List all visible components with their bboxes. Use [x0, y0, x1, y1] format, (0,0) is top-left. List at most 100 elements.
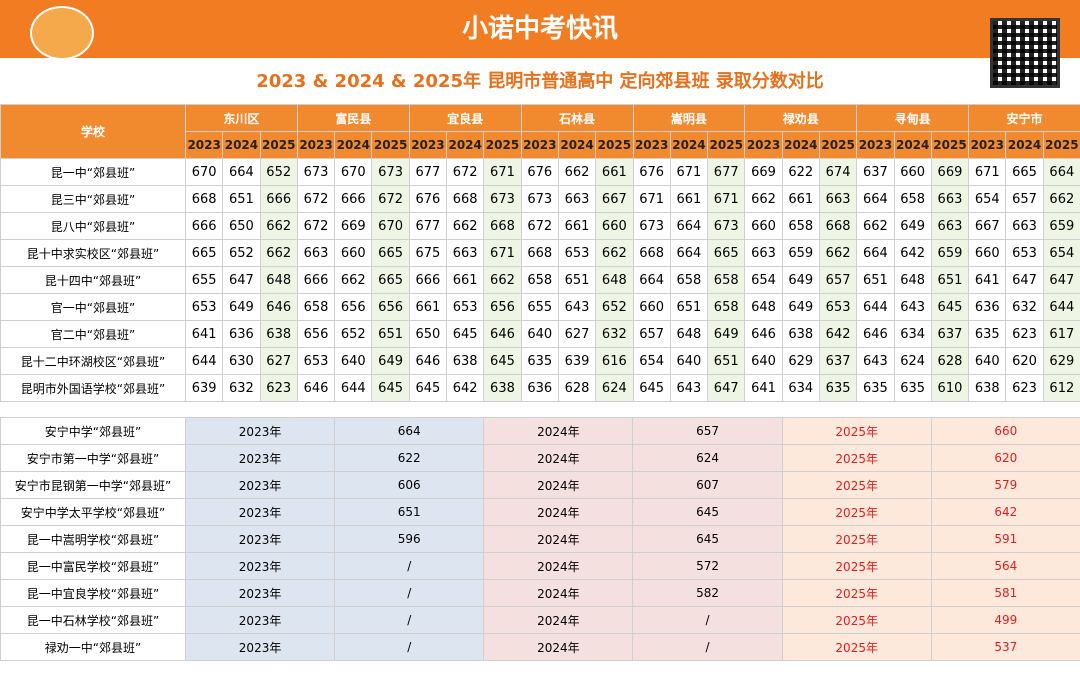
score-cell: 674: [818, 158, 858, 186]
score-cell: 591: [930, 525, 1080, 553]
school-name: 昆三中“郊县班”: [0, 185, 186, 213]
score-cell: 648: [669, 320, 709, 348]
score-cell: 640: [968, 347, 1007, 375]
year-header: 2024: [893, 131, 932, 159]
score-cell: 629: [781, 347, 820, 375]
score-cell: 650: [222, 212, 261, 240]
score-cell: 668: [632, 239, 671, 267]
score-cell: 672: [520, 212, 559, 240]
score-cell: 640: [334, 347, 373, 375]
score-cell: 666: [408, 266, 448, 294]
data-row: 官二中“郊县班” 641 636 638 656 652 651 650 645 646 640 62…: [0, 320, 1080, 348]
score-cell: 665: [371, 266, 410, 294]
score-cell: 620: [1005, 347, 1044, 375]
year-label: 2025年: [781, 417, 932, 445]
data-row: 昆十中求实校区“郊县班” 665 652 662 663 660 665 675 663 671 6…: [0, 239, 1080, 267]
score-cell: 653: [296, 347, 336, 375]
score-cell: 652: [334, 320, 373, 348]
score-cell: 638: [259, 320, 298, 348]
score-cell: 648: [259, 266, 298, 294]
score-cell: 662: [446, 212, 485, 240]
score-cell: 612: [1042, 374, 1080, 402]
score-cell: 662: [259, 239, 298, 267]
year-label: 2024年: [483, 444, 634, 472]
score-cell: 658: [781, 212, 820, 240]
school-name: 昆明市外国语学校“郊县班”: [0, 374, 186, 402]
year-header: 2025: [707, 131, 746, 159]
score-cell: 653: [446, 293, 485, 321]
year-header: 2023: [184, 131, 224, 159]
school-name: 昆一中石林学校“郊县班”: [0, 606, 186, 634]
score-cell: 671: [483, 239, 522, 267]
score-cell: 660: [968, 239, 1007, 267]
score-cell: 649: [781, 266, 820, 294]
score-cell: 673: [632, 212, 671, 240]
score-cell: 657: [818, 266, 858, 294]
year-label: 2025年: [781, 525, 932, 553]
year-header: 2025: [259, 131, 298, 159]
score-cell: 638: [968, 374, 1007, 402]
year-label: 2025年: [781, 633, 932, 661]
score-cell: 642: [446, 374, 485, 402]
score-cell: 658: [296, 293, 336, 321]
score-cell: 668: [520, 239, 559, 267]
score-cell: 638: [446, 347, 485, 375]
score-cell: 665: [184, 239, 224, 267]
district-header: 嵩明县: [632, 104, 746, 132]
data-row: 禄劝一中“郊县班” 2023年/2024年/2025年 537: [0, 633, 1080, 661]
score-cell: 660: [632, 293, 671, 321]
year-header: 2025: [595, 131, 634, 159]
score-cell: 647: [707, 374, 746, 402]
score-cell: 666: [184, 212, 224, 240]
score-cell: 651: [334, 498, 485, 526]
score-cell: 648: [893, 266, 932, 294]
score-cell: /: [632, 606, 783, 634]
score-cell: 671: [483, 158, 522, 186]
year-header: 2024: [557, 131, 597, 159]
district-header: 东川区: [185, 104, 298, 132]
score-cell: 673: [707, 212, 746, 240]
score-cell: 647: [1005, 266, 1044, 294]
score-cell: 637: [818, 347, 858, 375]
score-cell: /: [334, 579, 485, 607]
score-cell: 632: [1005, 293, 1044, 321]
score-cell: 673: [483, 185, 522, 213]
score-cell: 663: [296, 239, 336, 267]
score-cell: 644: [856, 293, 895, 321]
year-label: 2025年: [781, 498, 932, 526]
school-name: 安宁中学太平学校“郊县班”: [0, 498, 186, 526]
data-row: 安宁中学“郊县班” 2023年 664 2024年 657 2025年 660: [0, 417, 1080, 445]
score-cell: 652: [595, 293, 634, 321]
score-cell: 666: [259, 185, 298, 213]
year-header: 2023: [856, 131, 895, 159]
school-name: 昆一中富民学校“郊县班”: [0, 552, 186, 580]
score-cell: 645: [930, 293, 970, 321]
score-table: 学校 东川区 富民县 宜良县 石林县 嵩明县 禄劝县 寻甸县 安宁市 2023 2024 2025 20…: [0, 104, 1080, 402]
score-cell: 673: [296, 158, 336, 186]
data-row: 昆八中“郊县班” 666 650 662 672 669 670 677 662 668 672 66…: [0, 212, 1080, 240]
year-label: 2025年: [781, 579, 932, 607]
year-label: 2025年: [781, 444, 932, 472]
score-cell: 653: [557, 239, 597, 267]
score-cell: 653: [184, 293, 224, 321]
mascot-icon: [30, 6, 94, 60]
score-cell: 662: [259, 212, 298, 240]
score-cell: 661: [669, 185, 709, 213]
score-cell: 624: [595, 374, 634, 402]
score-cell: 669: [334, 212, 373, 240]
score-cell: 624: [893, 347, 932, 375]
score-cell: 624: [632, 444, 783, 472]
year-header: 2024: [669, 131, 709, 159]
score-cell: 655: [184, 266, 224, 294]
score-cell: 638: [483, 374, 522, 402]
score-cell: 647: [222, 266, 261, 294]
score-cell: 643: [557, 293, 597, 321]
score-cell: 641: [184, 320, 224, 348]
school-name: 禄劝一中“郊县班”: [0, 633, 186, 661]
score-cell: 623: [1005, 320, 1044, 348]
score-cell: 649: [781, 293, 820, 321]
score-cell: 649: [893, 212, 932, 240]
score-cell: 632: [222, 374, 261, 402]
year-header: 2023: [296, 131, 336, 159]
score-cell: 636: [222, 320, 261, 348]
